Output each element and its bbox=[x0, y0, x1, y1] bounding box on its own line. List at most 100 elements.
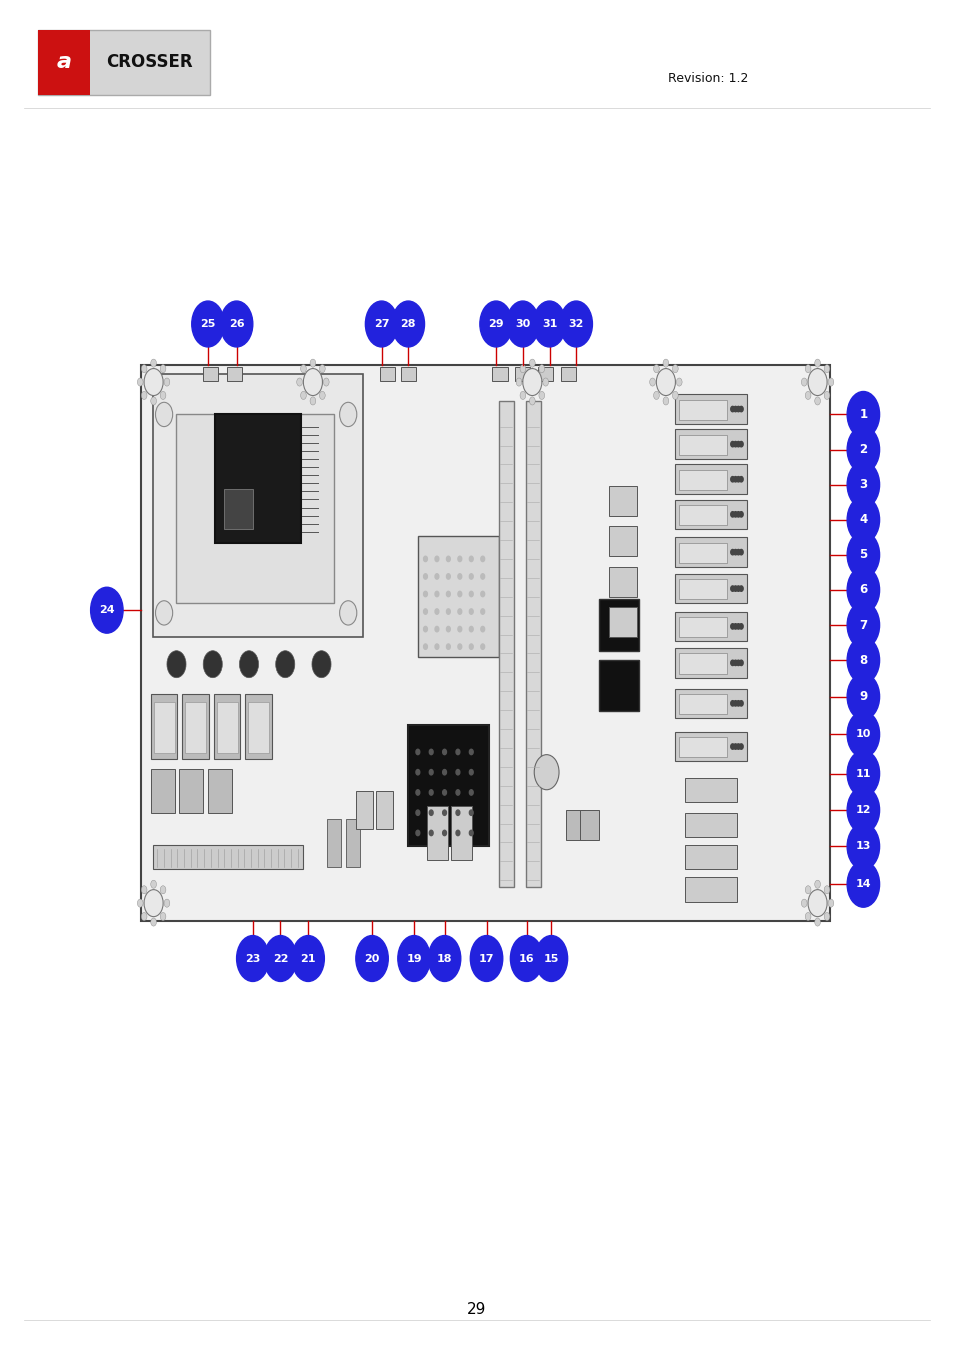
Circle shape bbox=[392, 301, 424, 347]
Circle shape bbox=[846, 427, 879, 472]
Circle shape bbox=[534, 755, 558, 790]
Circle shape bbox=[662, 359, 668, 367]
Bar bbox=[579, 810, 598, 840]
Circle shape bbox=[141, 913, 147, 921]
Circle shape bbox=[457, 556, 461, 562]
Text: Revision: 1.2: Revision: 1.2 bbox=[667, 72, 747, 85]
Text: 24: 24 bbox=[99, 605, 114, 616]
Bar bbox=[216, 702, 237, 753]
Circle shape bbox=[456, 749, 459, 755]
Circle shape bbox=[672, 364, 678, 373]
Bar bbox=[679, 470, 726, 490]
Circle shape bbox=[736, 441, 740, 447]
Circle shape bbox=[730, 512, 734, 517]
Circle shape bbox=[736, 406, 740, 412]
Circle shape bbox=[296, 378, 302, 386]
Circle shape bbox=[319, 392, 325, 400]
Bar bbox=[679, 579, 726, 599]
Circle shape bbox=[469, 626, 473, 632]
Circle shape bbox=[220, 301, 253, 347]
Bar bbox=[675, 537, 746, 567]
Circle shape bbox=[160, 886, 166, 894]
Circle shape bbox=[442, 769, 446, 775]
Circle shape bbox=[739, 441, 742, 447]
Circle shape bbox=[416, 810, 419, 815]
Circle shape bbox=[429, 790, 433, 795]
Circle shape bbox=[435, 644, 438, 649]
Circle shape bbox=[435, 591, 438, 597]
Circle shape bbox=[653, 392, 659, 400]
Circle shape bbox=[510, 936, 542, 981]
Circle shape bbox=[535, 936, 567, 981]
Circle shape bbox=[429, 749, 433, 755]
Bar bbox=[375, 791, 393, 829]
Circle shape bbox=[457, 626, 461, 632]
Circle shape bbox=[739, 624, 742, 629]
Circle shape bbox=[804, 364, 810, 373]
Circle shape bbox=[519, 364, 525, 373]
Circle shape bbox=[662, 397, 668, 405]
Text: 32: 32 bbox=[568, 319, 583, 329]
Circle shape bbox=[846, 462, 879, 508]
Circle shape bbox=[730, 744, 734, 749]
Text: 3: 3 bbox=[859, 478, 866, 491]
Circle shape bbox=[397, 936, 430, 981]
Circle shape bbox=[733, 701, 737, 706]
Text: 20: 20 bbox=[364, 953, 379, 964]
Circle shape bbox=[435, 626, 438, 632]
Text: 19: 19 bbox=[406, 953, 421, 964]
Circle shape bbox=[814, 397, 820, 405]
Circle shape bbox=[814, 359, 820, 367]
Circle shape bbox=[733, 512, 737, 517]
Circle shape bbox=[846, 602, 879, 648]
Bar bbox=[152, 374, 362, 637]
Circle shape bbox=[529, 359, 535, 367]
Bar bbox=[675, 429, 746, 459]
Circle shape bbox=[164, 378, 170, 386]
Circle shape bbox=[416, 830, 419, 836]
Bar bbox=[679, 543, 726, 563]
Text: 23: 23 bbox=[245, 953, 260, 964]
Circle shape bbox=[469, 644, 473, 649]
Circle shape bbox=[522, 369, 541, 396]
Circle shape bbox=[846, 497, 879, 543]
Text: 9: 9 bbox=[859, 690, 866, 703]
Bar bbox=[608, 486, 637, 516]
Circle shape bbox=[310, 359, 315, 367]
Circle shape bbox=[264, 936, 296, 981]
Circle shape bbox=[480, 644, 484, 649]
Circle shape bbox=[164, 899, 170, 907]
Circle shape bbox=[416, 790, 419, 795]
Circle shape bbox=[846, 637, 879, 683]
Bar bbox=[224, 489, 253, 529]
Circle shape bbox=[739, 549, 742, 555]
Bar bbox=[675, 500, 746, 529]
Circle shape bbox=[292, 936, 324, 981]
Bar bbox=[598, 660, 639, 711]
Bar bbox=[182, 694, 209, 759]
Circle shape bbox=[538, 392, 544, 400]
Circle shape bbox=[192, 301, 224, 347]
Circle shape bbox=[736, 477, 740, 482]
Circle shape bbox=[456, 769, 459, 775]
Bar bbox=[537, 367, 553, 381]
Bar bbox=[515, 367, 530, 381]
Circle shape bbox=[429, 810, 433, 815]
Circle shape bbox=[446, 609, 450, 614]
Bar bbox=[152, 845, 303, 869]
Text: 4: 4 bbox=[859, 513, 866, 526]
Circle shape bbox=[730, 441, 734, 447]
Circle shape bbox=[804, 913, 810, 921]
Bar bbox=[38, 30, 90, 95]
Circle shape bbox=[823, 886, 829, 894]
Text: 15: 15 bbox=[543, 953, 558, 964]
Circle shape bbox=[469, 591, 473, 597]
Text: 13: 13 bbox=[855, 841, 870, 852]
Bar bbox=[679, 617, 726, 637]
Circle shape bbox=[480, 626, 484, 632]
Bar bbox=[208, 769, 232, 813]
Circle shape bbox=[846, 392, 879, 437]
Text: a: a bbox=[56, 53, 71, 72]
Circle shape bbox=[506, 301, 538, 347]
Circle shape bbox=[339, 402, 356, 427]
